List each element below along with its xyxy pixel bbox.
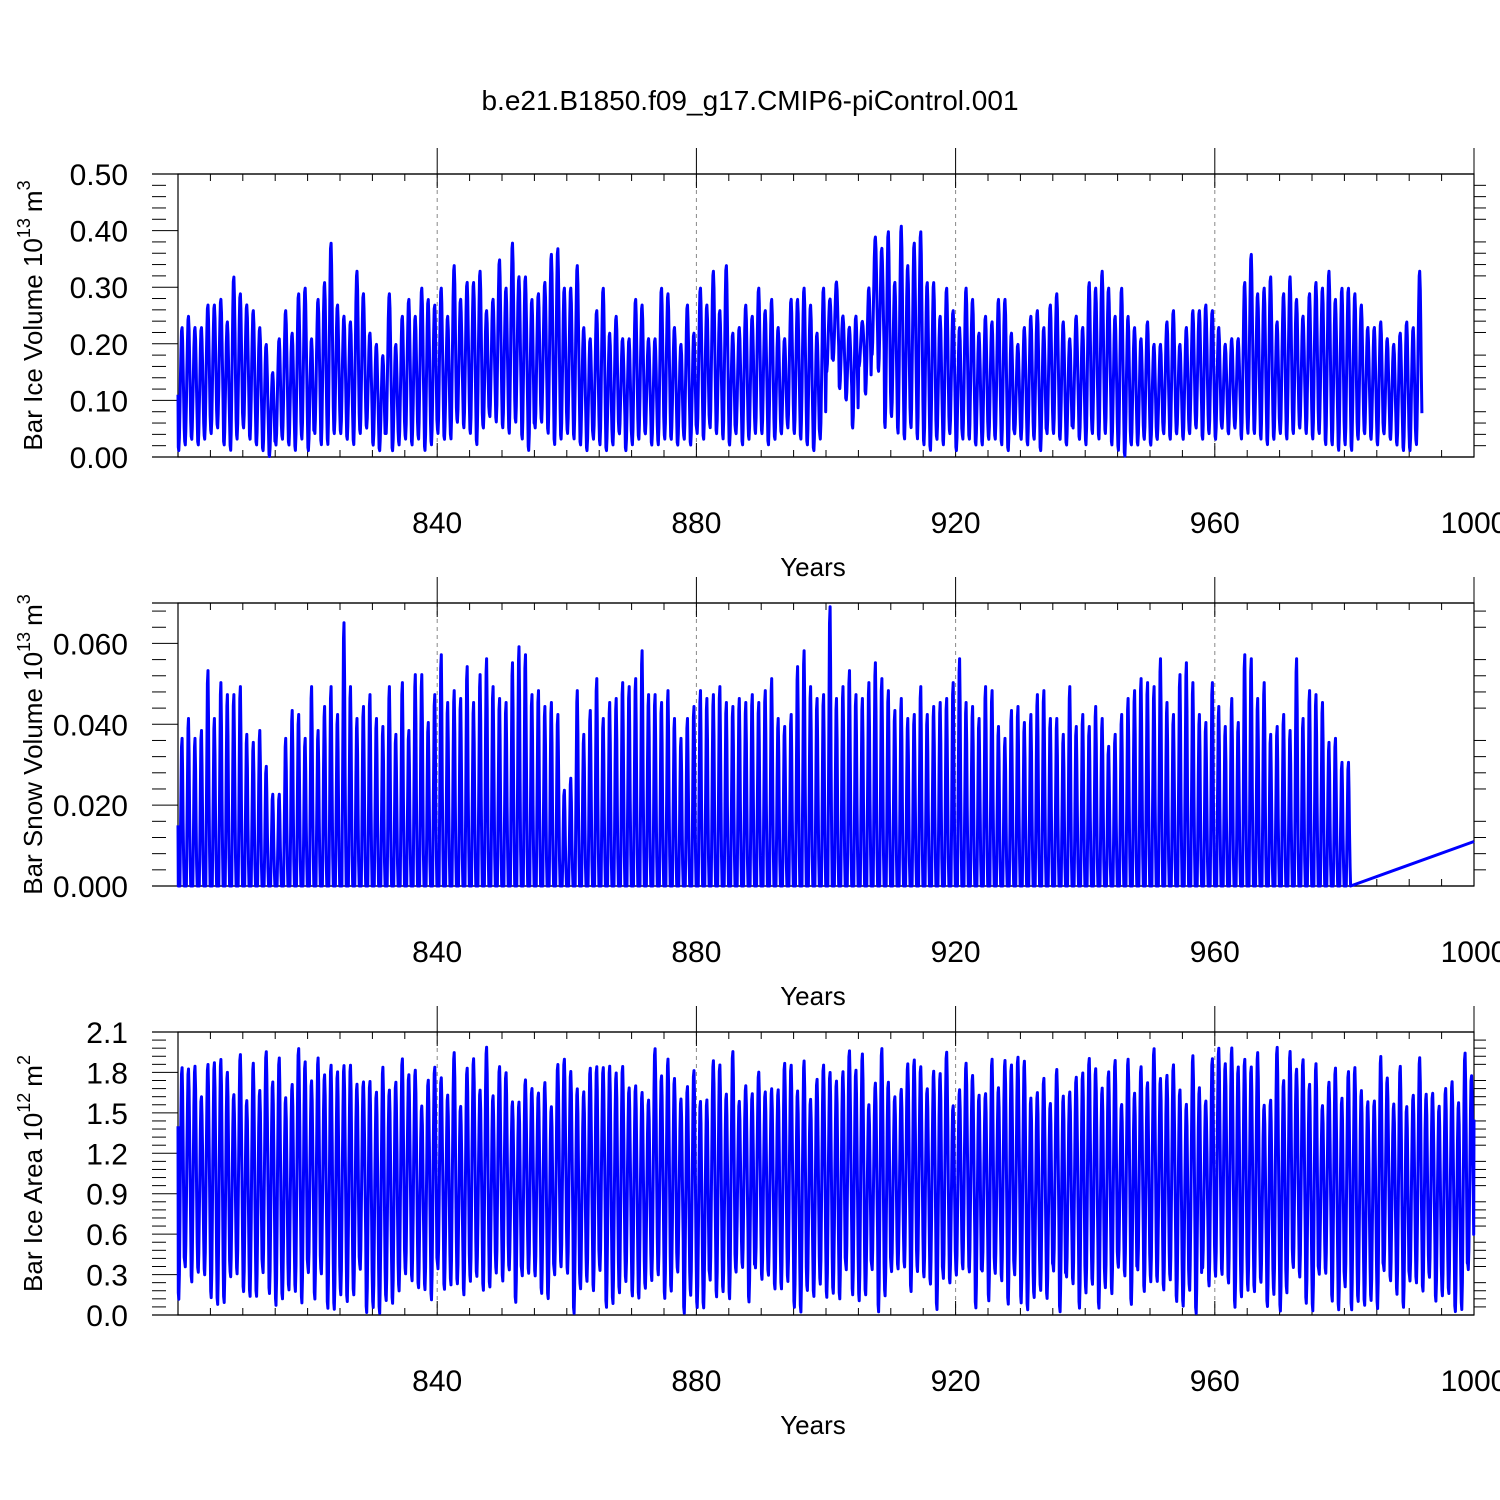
x-axis-label: Years	[780, 552, 846, 582]
y-tick-label: 0.40	[70, 216, 128, 249]
y-tick-label: 0.6	[86, 1219, 128, 1252]
x-tick-label: 840	[412, 1365, 462, 1398]
y-tick-label: 0.10	[70, 385, 128, 418]
x-tick-label: 840	[412, 507, 462, 540]
panel-2: 0.000 0.020 0.040 0.060 840 880 920 960 1000 Year…	[14, 577, 1500, 1011]
x-axis-label: Years	[780, 1410, 846, 1440]
x-tick-label: 880	[671, 507, 721, 540]
y-tick-label: 1.2	[86, 1138, 128, 1171]
y-tick-label: 0.060	[53, 628, 128, 661]
x-tick-label: 960	[1190, 936, 1240, 969]
x-tick-label: 920	[931, 936, 981, 969]
y-tick-label: 0.3	[86, 1260, 128, 1293]
y-axis-label: Bar Ice Area 1012m2	[14, 1055, 48, 1292]
x-tick-label: 920	[931, 1365, 981, 1398]
y-axis-label: Bar Ice Volume 1013m3	[14, 180, 48, 450]
series-line-bar-snow-volume	[176, 605, 1475, 888]
y-tick-label: 0.30	[70, 272, 128, 305]
panel-3: 0.0 0.3 0.6 0.9 1.2 1.5 1.8 2.1 840 880 920 960 1000…	[14, 1006, 1500, 1440]
y-tick-label: 0.9	[86, 1179, 128, 1212]
y-tick-label: 0.0	[86, 1300, 128, 1333]
y-tick-label: 2.1	[86, 1017, 128, 1050]
x-tick-label: 880	[671, 1365, 721, 1398]
x-tick-label: 1000	[1441, 507, 1500, 540]
y-tick-label: 1.8	[86, 1057, 128, 1090]
x-axis-label: Years	[780, 981, 846, 1011]
y-tick-label: 0.20	[70, 329, 128, 362]
x-tick-label: 920	[931, 507, 981, 540]
y-tick-label: 0.040	[53, 709, 128, 742]
y-tick-label: 0.020	[53, 790, 128, 823]
y-tick-label: 0.00	[70, 442, 128, 475]
x-tick-label: 960	[1190, 507, 1240, 540]
x-tick-label: 1000	[1441, 936, 1500, 969]
panel-1: 0.00 0.10 0.20 0.30 0.40 0.50 840 880 920 960 1000…	[14, 148, 1500, 582]
y-tick-label: 0.50	[70, 159, 128, 192]
x-tick-label: 1000	[1441, 1365, 1500, 1398]
x-tick-label: 840	[412, 936, 462, 969]
y-tick-label: 1.5	[86, 1098, 128, 1131]
x-tick-label: 880	[671, 936, 721, 969]
x-tick-label: 960	[1190, 1365, 1240, 1398]
series-line-bar-ice-area	[176, 1045, 1476, 1315]
chart-title: b.e21.B1850.f09_g17.CMIP6-piControl.001	[481, 85, 1018, 116]
y-tick-label: 0.000	[53, 871, 128, 904]
y-axis-label: Bar Snow Volume 1013m3	[14, 594, 48, 895]
series-line-bar-ice-volume	[176, 224, 1424, 458]
